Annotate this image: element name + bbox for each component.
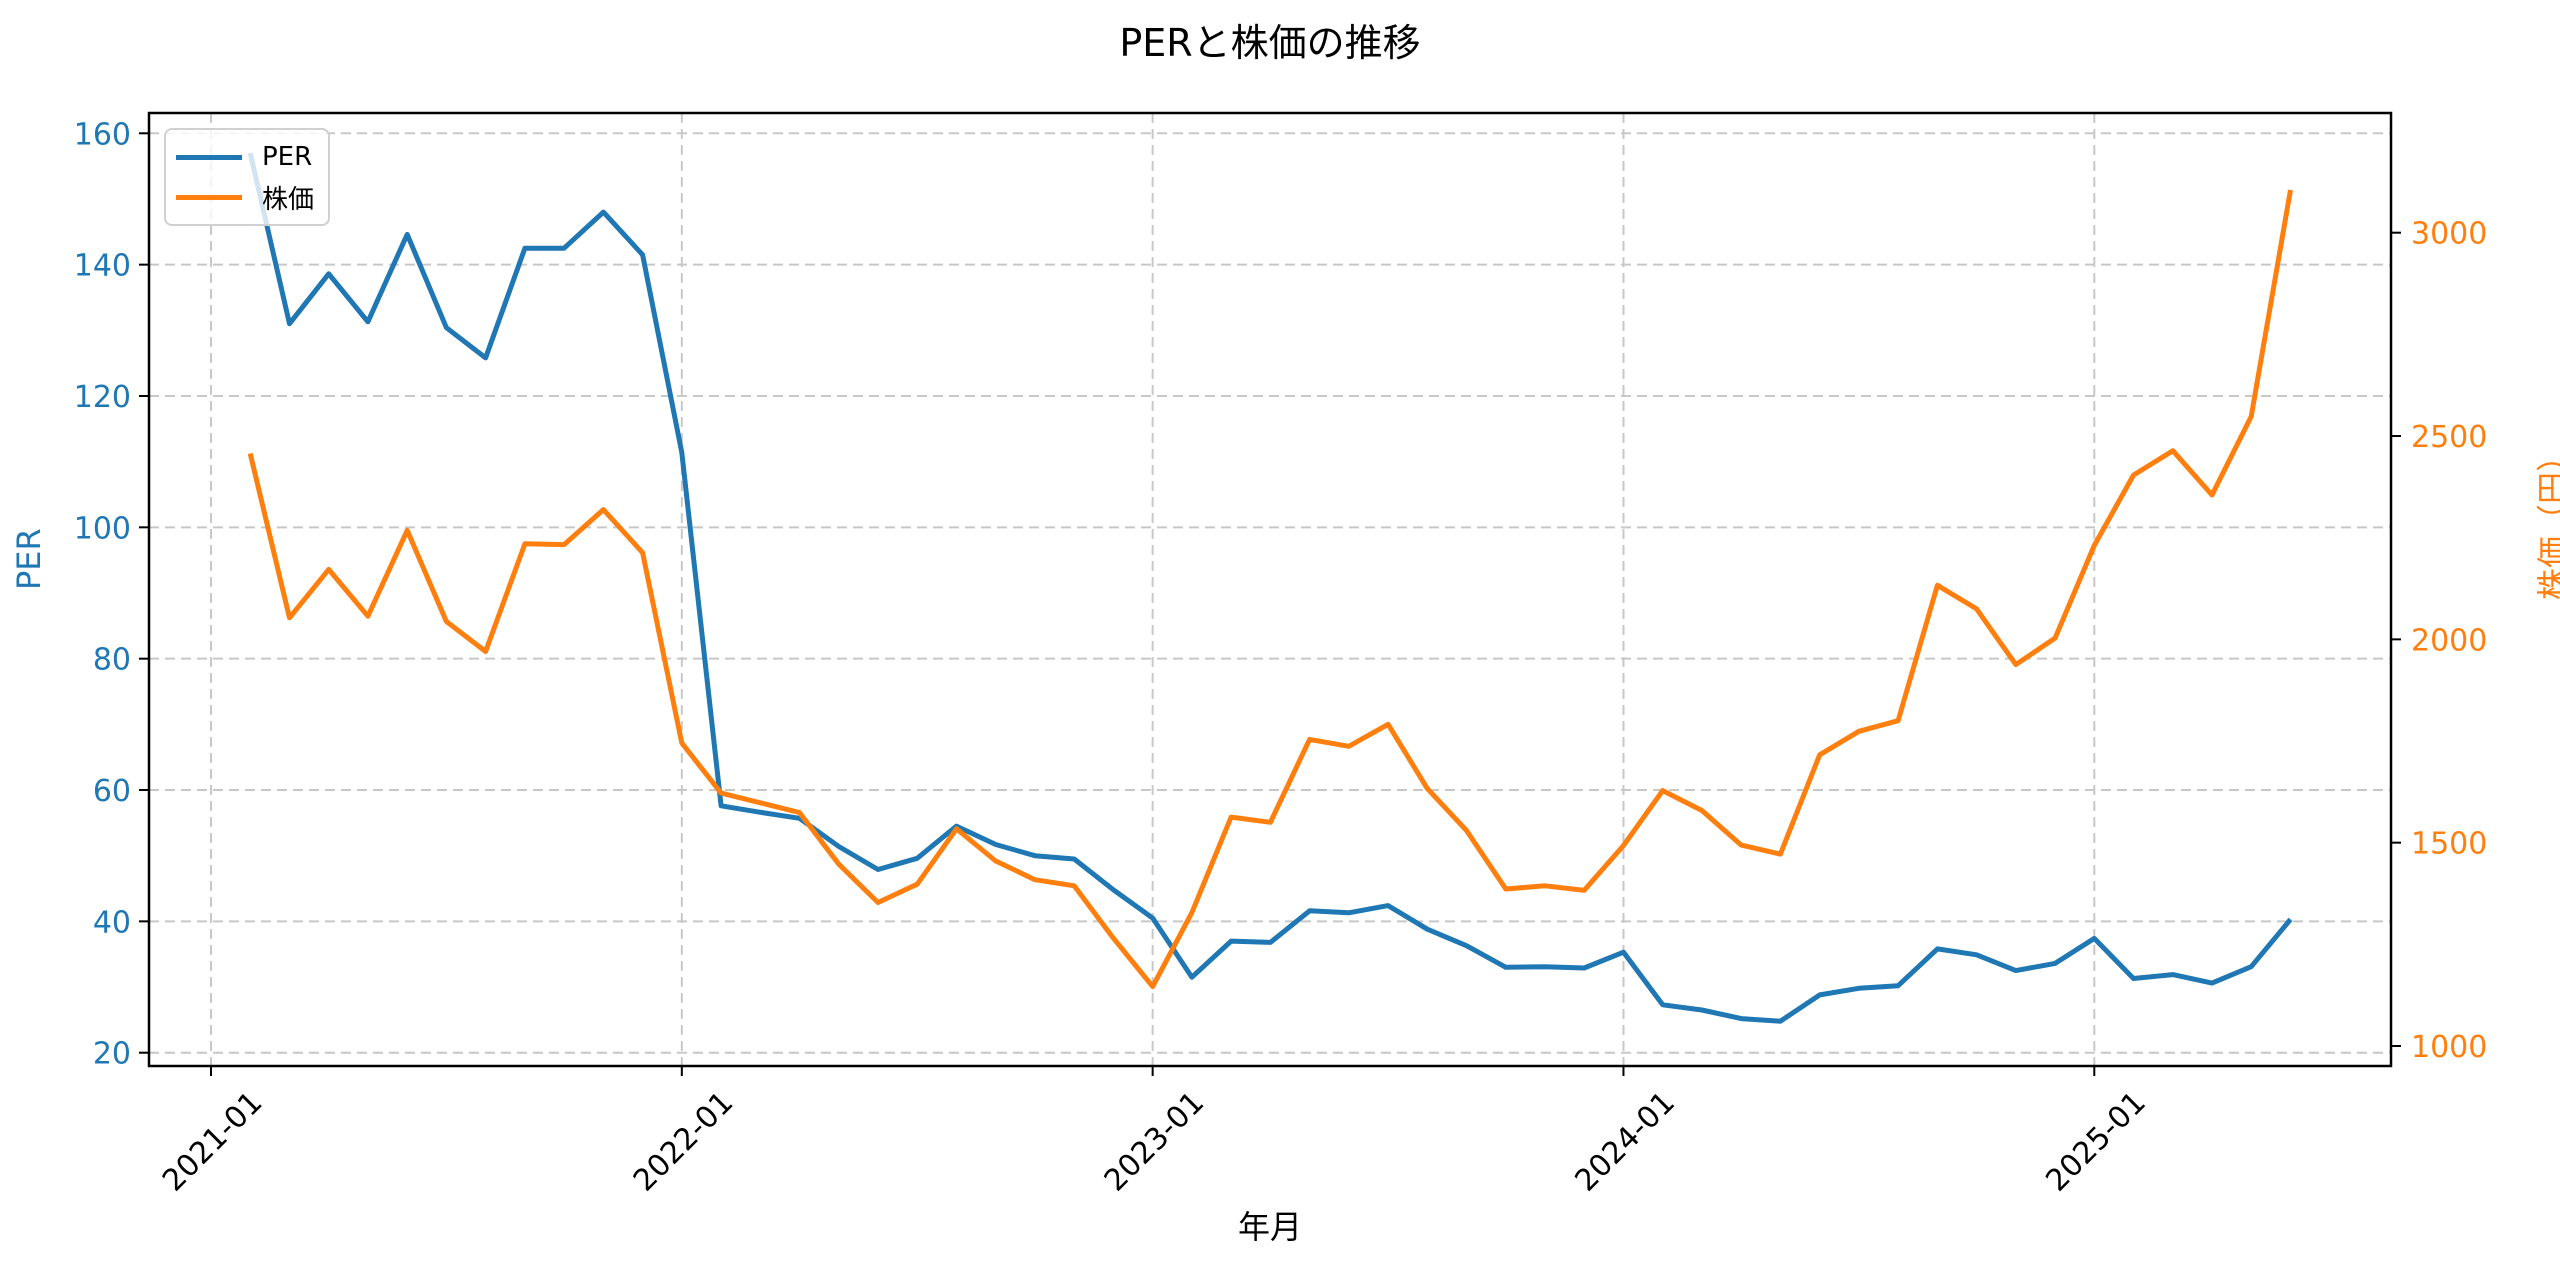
x-axis-label: 年月 xyxy=(1237,1208,1302,1246)
legend-item-per: PER xyxy=(176,142,312,172)
x-tick-label: 2024-01 xyxy=(1569,1085,1682,1198)
legend-swatch-per xyxy=(176,154,242,160)
price-line xyxy=(247,189,2293,990)
left-y-axis: 20 40 60 80 100 120 140 160 xyxy=(74,117,149,1072)
per-line xyxy=(247,152,2293,1024)
y-axis-label-right: 株価（円） xyxy=(2534,439,2560,601)
chart-title: PERと株価の推移 xyxy=(1119,21,1421,65)
x-tick-label: 2022-01 xyxy=(627,1085,740,1198)
y-axis-label-left: PER xyxy=(10,528,48,590)
right-tick-label: 3000 xyxy=(2411,217,2487,252)
data-lines xyxy=(247,152,2293,1024)
right-tick-label: 1000 xyxy=(2411,1030,2487,1065)
legend-item-price: 株価 xyxy=(176,182,314,215)
left-tick-label: 20 xyxy=(93,1037,131,1072)
legend-label-price: 株価 xyxy=(262,184,315,215)
right-tick-label: 2000 xyxy=(2411,623,2487,658)
x-tick-label: 2025-01 xyxy=(2039,1085,2152,1198)
x-axis: 2021-01 2022-01 2023-01 2024-01 2025-01 xyxy=(156,1066,2153,1198)
axes-frame xyxy=(147,111,2393,1068)
left-tick-label: 80 xyxy=(93,643,131,678)
legend: PER 株価 xyxy=(164,128,330,226)
left-tick-label: 140 xyxy=(74,249,131,284)
right-tick-label: 1500 xyxy=(2411,827,2487,862)
legend-swatch-price xyxy=(176,194,242,200)
right-y-axis: 1000 1500 2000 2500 3000 xyxy=(2391,217,2487,1065)
x-tick-label: 2023-01 xyxy=(1098,1085,1211,1198)
grid-lines xyxy=(149,113,2391,1066)
legend-label-per: PER xyxy=(262,142,313,172)
left-tick-label: 100 xyxy=(74,511,131,546)
left-tick-label: 40 xyxy=(93,905,131,940)
left-tick-label: 60 xyxy=(93,774,131,809)
left-tick-label: 120 xyxy=(74,380,131,415)
right-tick-label: 2500 xyxy=(2411,420,2487,455)
x-tick-label: 2021-01 xyxy=(156,1085,269,1198)
left-tick-label: 160 xyxy=(74,117,131,152)
